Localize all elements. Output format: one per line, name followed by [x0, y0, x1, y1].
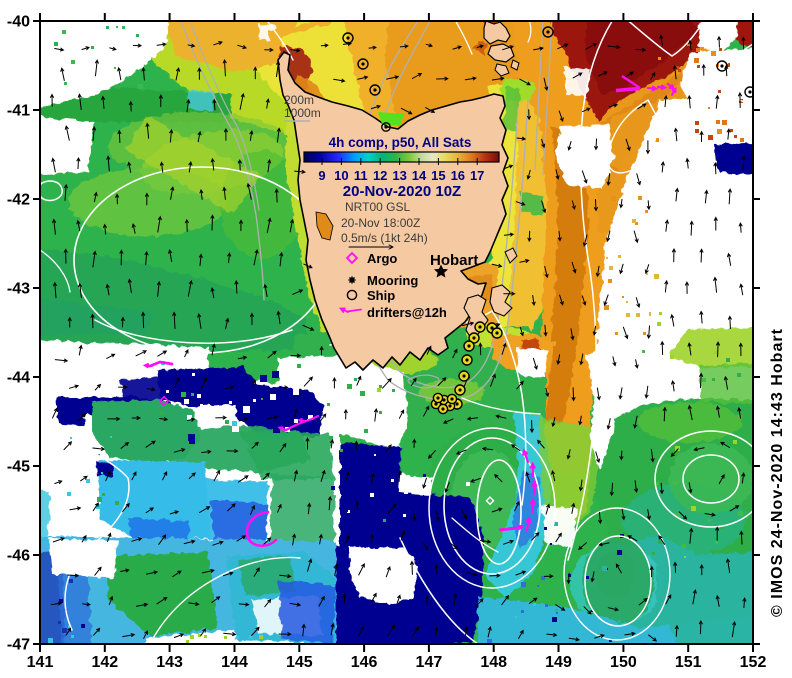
svg-text:4h comp, p50, All Sats: 4h comp, p50, All Sats [329, 135, 472, 150]
svg-text:15: 15 [431, 168, 445, 183]
svg-text:9: 9 [318, 168, 325, 183]
svg-text:16: 16 [451, 168, 465, 183]
svg-text:150: 150 [610, 654, 637, 671]
svg-text:-42: -42 [7, 192, 30, 209]
svg-text:-46: -46 [7, 548, 30, 565]
svg-text:14: 14 [412, 168, 427, 183]
svg-text:0.5m/s (1kt 24h): 0.5m/s (1kt 24h) [341, 231, 428, 245]
svg-text:1000m: 1000m [284, 106, 321, 120]
svg-text:151: 151 [675, 654, 702, 671]
svg-text:Argo: Argo [367, 251, 397, 266]
svg-text:12: 12 [373, 168, 387, 183]
svg-text:20-Nov 18:00Z: 20-Nov 18:00Z [341, 216, 420, 230]
svg-text:142: 142 [91, 654, 118, 671]
svg-text:Hobart: Hobart [430, 252, 478, 269]
svg-text:141: 141 [27, 654, 54, 671]
svg-text:-40: -40 [7, 14, 30, 31]
svg-text:146: 146 [351, 654, 378, 671]
svg-text:20-Nov-2020 10Z: 20-Nov-2020 10Z [343, 183, 461, 200]
svg-text:11: 11 [354, 168, 368, 183]
svg-text:-43: -43 [7, 281, 30, 298]
svg-text:13: 13 [392, 168, 406, 183]
svg-text:NRT00 GSL: NRT00 GSL [345, 200, 410, 214]
svg-text:144: 144 [221, 654, 248, 671]
svg-text:147: 147 [416, 654, 443, 671]
svg-text:143: 143 [156, 654, 183, 671]
svg-text:-45: -45 [7, 459, 30, 476]
svg-text:Ship: Ship [367, 288, 395, 303]
svg-text:drifters@12h: drifters@12h [367, 305, 447, 320]
svg-text:149: 149 [545, 654, 572, 671]
svg-text:-44: -44 [7, 370, 30, 387]
svg-text:200m: 200m [284, 93, 314, 107]
svg-text:17: 17 [470, 168, 484, 183]
svg-text:© IMOS 24-Nov-2020 14:43 Hobar: © IMOS 24-Nov-2020 14:43 Hobart [769, 328, 786, 617]
svg-text:-41: -41 [7, 103, 30, 120]
svg-text:Mooring: Mooring [367, 273, 418, 288]
svg-text:148: 148 [480, 654, 507, 671]
svg-text:-47: -47 [7, 637, 30, 654]
svg-text:152: 152 [740, 654, 767, 671]
svg-text:145: 145 [286, 654, 313, 671]
svg-text:10: 10 [334, 168, 348, 183]
